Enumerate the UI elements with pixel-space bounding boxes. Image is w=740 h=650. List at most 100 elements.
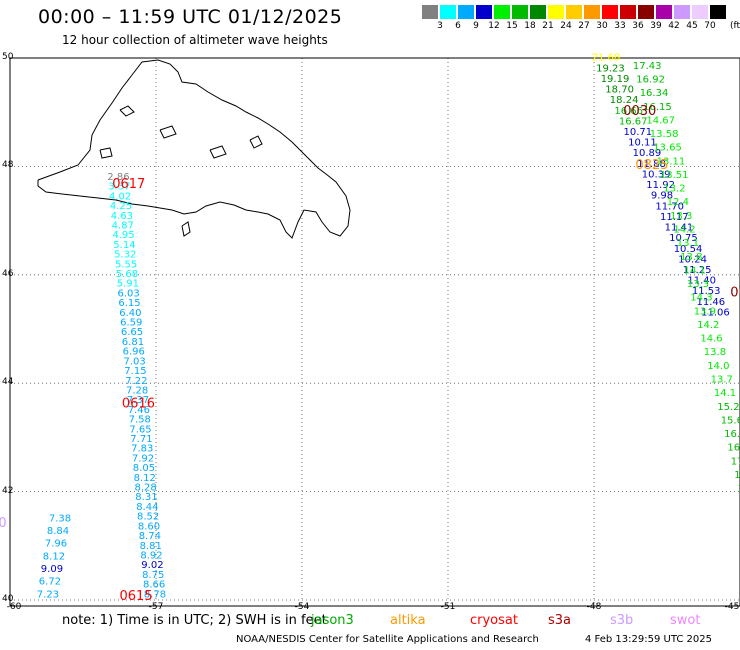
wave-height-value: 7.15 [124, 366, 146, 377]
wave-height-value: 7.65 [129, 424, 151, 435]
legend-swatch [638, 5, 654, 19]
lake-outline [209, 145, 227, 159]
latitude-label: 46 [2, 268, 14, 279]
wave-height-value: 11.17 [660, 212, 689, 223]
generation-timestamp: 4 Feb 13:29:59 UTC 2025 [585, 634, 712, 645]
latitude-label: 40 [2, 594, 14, 604]
wave-height-value: 6.96 [123, 347, 145, 358]
wave-height-value: 8.44 [136, 502, 158, 513]
wave-height-value: 6.65 [121, 327, 143, 338]
legend-label: 36 [632, 21, 644, 31]
wave-height-value: 11.25 [683, 265, 712, 276]
lake-outline [99, 147, 113, 159]
wave-height-value: 8.75 [142, 570, 164, 581]
wave-height-value: 16.92 [636, 75, 665, 86]
wave-height-value: 7.22 [125, 376, 147, 387]
saint-pierre-outline [181, 221, 191, 237]
latitude-label: 42 [2, 485, 14, 496]
legend-label: 39 [650, 21, 662, 31]
wave-height-value: 4.02 [109, 191, 131, 202]
pass-time-label: 0825 [635, 158, 668, 173]
pass-time-label: 0130 [0, 516, 7, 531]
wave-height-value: 3.37 [108, 182, 130, 193]
wave-height-value: 16.7 [727, 443, 740, 454]
wave-height-value: 11.53 [692, 286, 721, 297]
pass-time-label: 0617 [112, 177, 145, 192]
legend-label: 12 [488, 21, 500, 31]
wave-height-value: 5.91 [117, 279, 139, 290]
page-title: 00:00 – 11:59 UTC 01/12/2025 [38, 6, 343, 28]
legend-swatch [620, 5, 636, 19]
lake-outline [119, 105, 135, 117]
latitude-label: 50 [2, 52, 14, 62]
lake-outline [159, 125, 177, 139]
wave-height-value: 11.40 [687, 276, 716, 287]
legend-label: 21 [542, 21, 554, 31]
wave-height-value: 4.87 [112, 221, 134, 232]
legend-label: 3 [437, 21, 443, 31]
wave-height-value: 8.74 [139, 531, 161, 542]
satellite-key-item: jason3 [311, 613, 354, 628]
wave-height-value: 14.67 [646, 115, 675, 126]
wave-height-value: 19.23 [596, 63, 625, 74]
wave-height-value: 8.12 [134, 473, 156, 484]
wave-height-value: 13.51 [660, 170, 689, 181]
legend-swatch [692, 5, 708, 19]
wave-height-value: 15.2 [717, 402, 739, 413]
wave-height-value: 16.34 [640, 88, 669, 99]
satellite-key-item: altika [390, 613, 426, 628]
wave-height-value: 7.23 [37, 589, 59, 600]
wave-height-value: 11.92 [646, 180, 675, 191]
wave-height-value: 10.89 [633, 148, 662, 159]
wave-height-value: 8.78 [144, 589, 166, 600]
wave-height-value: 21.68 [592, 53, 621, 64]
legend-label: 33 [614, 21, 626, 31]
wave-height-value: 18.24 [610, 95, 639, 106]
wave-height-value: 8.84 [47, 526, 69, 537]
island-outline [37, 59, 351, 239]
wave-height-value: 11.06 [701, 307, 730, 318]
wave-height-value: 13.11 [657, 156, 686, 167]
pass-time-label: 0030 [623, 104, 656, 119]
satellite-key-item: cryosat [470, 613, 518, 628]
wave-height-value: 14.1 [714, 388, 736, 399]
legend-swatch [710, 5, 726, 19]
longitude-label: -51 [440, 602, 456, 612]
wave-height-value: 4.95 [112, 230, 134, 241]
wave-height-value: 10.54 [674, 244, 703, 255]
longitude-label: -48 [586, 602, 602, 612]
wave-height-value: 7.37 [127, 395, 149, 406]
pass-time-label: 00 [730, 286, 740, 301]
wave-height-value: 5.32 [114, 250, 136, 261]
wave-height-value: 7.83 [131, 444, 153, 455]
wave-height-value: 11.88 [637, 159, 666, 170]
wave-height-value: 7.71 [130, 434, 152, 445]
wave-height-value: 8.05 [133, 463, 155, 474]
wave-height-value: 13.9 [694, 306, 716, 317]
coastline-newfoundland [37, 59, 351, 239]
legend-swatch [476, 5, 492, 19]
wave-height-value: 7.03 [124, 356, 146, 367]
legend-swatch [674, 5, 690, 19]
pass-time-label: 0616 [122, 397, 155, 412]
wave-height-value: 7.96 [45, 539, 67, 550]
legend-label: 42 [668, 21, 680, 31]
wave-height-value: 8.31 [135, 492, 157, 503]
wave-height-value: 8.92 [140, 551, 162, 562]
legend-swatch [548, 5, 564, 19]
wave-height-value: 5.68 [116, 269, 138, 280]
wave-height-value: 14.0 [707, 361, 729, 372]
wave-height-value: 14.2 [697, 320, 719, 331]
legend-swatch [656, 5, 672, 19]
longitude-label: -54 [294, 602, 310, 612]
wave-height-value: 13.7 [711, 375, 733, 386]
satellite-key-item: s3a [548, 613, 572, 628]
wave-height-value: 16.1 [724, 429, 740, 440]
wave-height-value: 8.66 [143, 580, 165, 591]
legend-label: 70 [704, 21, 716, 31]
longitude-label: -45 [724, 602, 740, 612]
legend-swatch [422, 5, 438, 19]
wave-height-value: 13.58 [650, 129, 679, 140]
wave-height-value: 6.15 [118, 298, 140, 309]
